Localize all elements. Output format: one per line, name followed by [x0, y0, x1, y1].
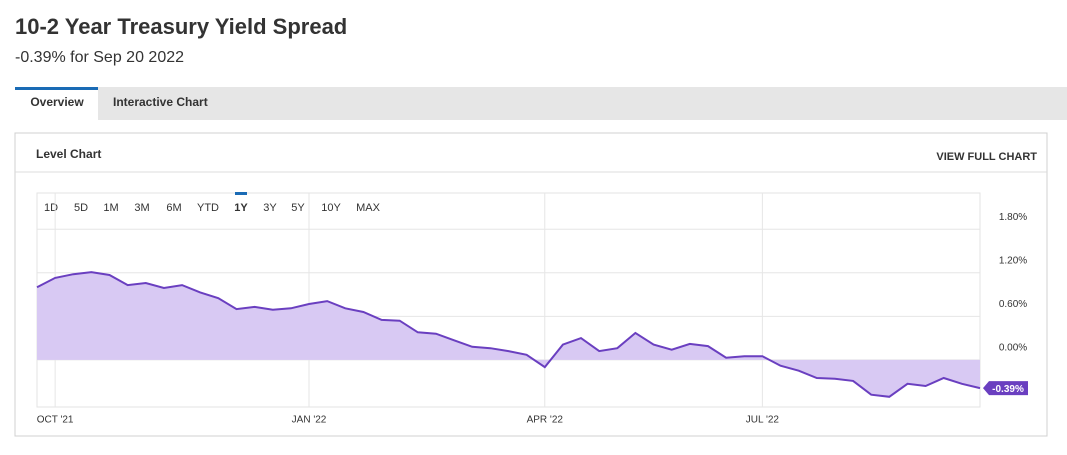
value-tag: [989, 381, 1028, 396]
panel-title: Level Chart: [36, 147, 101, 161]
y-tick-label: 0.60%: [999, 299, 1027, 310]
range-button[interactable]: 5D: [74, 202, 88, 214]
y-tick-label: 1.80%: [999, 212, 1027, 223]
range-button[interactable]: 1D: [44, 202, 58, 214]
range-button[interactable]: 10Y: [321, 202, 341, 214]
area: [37, 272, 980, 397]
page-title: 10-2 Year Treasury Yield Spread: [15, 14, 347, 39]
value-label: -0.39%: [992, 384, 1024, 395]
range-button[interactable]: YTD: [197, 202, 219, 214]
range-button[interactable]: MAX: [356, 202, 381, 214]
y-tick-label: 1.20%: [999, 255, 1027, 266]
x-tick-label: JUL '22: [746, 415, 780, 426]
range-button[interactable]: 3Y: [263, 202, 277, 214]
range-button[interactable]: 5Y: [291, 202, 305, 214]
tab[interactable]: Interactive Chart: [113, 95, 208, 109]
x-tick-label: APR '22: [527, 415, 564, 426]
range-button[interactable]: 3M: [134, 202, 149, 214]
x-tick-label: OCT '21: [37, 415, 74, 426]
line: [36, 271, 981, 398]
range-selected-marker: [235, 192, 247, 195]
value-tag-pointer: [983, 381, 989, 396]
range-button[interactable]: 1Y: [234, 202, 248, 214]
tab-selected: [15, 87, 98, 120]
x-tick-label: JAN '22: [292, 415, 327, 426]
range-button[interactable]: 1M: [103, 202, 118, 214]
tab-indicator: [15, 87, 98, 90]
tab[interactable]: Overview: [30, 95, 84, 109]
range-button[interactable]: 6M: [166, 202, 181, 214]
y-tick-label: 0.00%: [999, 342, 1027, 353]
page-subtitle: -0.39% for Sep 20 2022: [15, 49, 184, 66]
tab-bar: [15, 87, 1067, 120]
view-full-chart[interactable]: VIEW FULL CHART: [936, 151, 1037, 163]
